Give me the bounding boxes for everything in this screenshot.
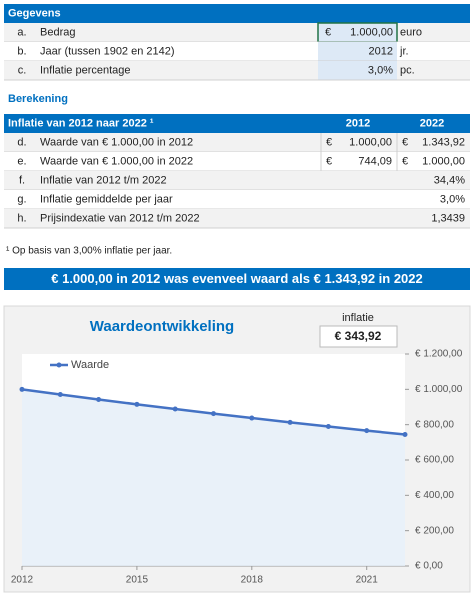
y-tick-label: € 0,00 <box>415 561 443 572</box>
currency: € <box>325 26 331 38</box>
point <box>249 415 255 421</box>
footnote: ¹ Op basis van 3,00% inflatie per jaar. <box>6 246 172 257</box>
row-letter: d. <box>17 136 26 148</box>
currency: € <box>326 136 332 148</box>
row-unit: pc. <box>400 64 415 76</box>
banner: € 1.000,00 in 2012 was evenveel waard al… <box>51 271 423 286</box>
row-letter: b. <box>17 45 26 57</box>
input-cell <box>318 61 397 80</box>
y-tick-label: € 600,00 <box>415 455 454 466</box>
point <box>172 406 178 412</box>
y-tick-label: € 800,00 <box>415 419 454 430</box>
legend-label: Waarde <box>71 359 109 371</box>
y-tick-label: € 1.200,00 <box>415 349 463 360</box>
y-tick-label: € 1.000,00 <box>415 384 463 395</box>
header-label: Inflatie van 2012 naar 2022 ¹ <box>8 117 154 129</box>
point <box>134 401 140 407</box>
row-bg <box>4 171 470 190</box>
y-tick-label: € 400,00 <box>415 490 454 501</box>
x-tick-label: 2015 <box>126 575 149 586</box>
input-cell <box>318 23 397 42</box>
value: 1.000,00 <box>349 136 392 148</box>
point <box>364 428 370 434</box>
inflatie-box <box>319 325 398 348</box>
row-label: Waarde van € 1.000,00 in 2012 <box>40 136 193 148</box>
header-year: 2012 <box>346 117 370 129</box>
row-bg <box>4 190 470 209</box>
section-title: Gegevens <box>8 7 61 19</box>
chart-title: Waardeontwikkeling <box>90 318 234 335</box>
row-value: 1.000,00 <box>350 26 393 38</box>
row-bg <box>4 152 470 171</box>
value: 744,09 <box>358 155 392 167</box>
currency: € <box>402 155 408 167</box>
input-cell <box>318 42 397 61</box>
point <box>96 396 102 402</box>
point <box>57 391 63 397</box>
point <box>211 411 216 417</box>
point <box>402 432 408 438</box>
section-title: Berekening <box>8 93 68 105</box>
row-letter: e. <box>17 155 26 167</box>
row-unit: jr. <box>399 45 409 57</box>
y-tick-label: € 200,00 <box>415 525 454 536</box>
table-header <box>4 114 470 133</box>
row-label: Prijsindexatie van 2012 t/m 2022 <box>40 212 200 224</box>
row-letter: h. <box>17 212 26 224</box>
value: 34,4% <box>434 174 465 186</box>
x-tick-label: 2021 <box>356 575 379 586</box>
inflatie-label: inflatie <box>342 312 374 324</box>
row-letter: c. <box>18 64 27 76</box>
row-bg <box>4 133 470 152</box>
value: 1.343,92 <box>422 136 465 148</box>
area <box>22 389 405 566</box>
row-letter: f. <box>19 174 25 186</box>
row-label: Jaar (tussen 1902 en 2142) <box>40 45 175 57</box>
row-label: Inflatie percentage <box>40 64 131 76</box>
currency: € <box>402 136 408 148</box>
inflatie-value: € 343,92 <box>335 329 382 343</box>
row-label: Inflatie gemiddelde per jaar <box>40 193 173 205</box>
row-value: 3,0% <box>368 64 393 76</box>
point <box>325 424 331 430</box>
banner-bg <box>4 268 470 290</box>
x-tick-label: 2018 <box>241 575 264 586</box>
legend-marker <box>56 362 62 368</box>
row-value: 2012 <box>369 45 393 57</box>
section-header <box>4 4 470 23</box>
row-label: Bedrag <box>40 26 75 38</box>
row-bg <box>4 209 470 228</box>
point <box>19 386 25 392</box>
point <box>287 419 293 425</box>
value: 1,3439 <box>431 212 465 224</box>
row-label: Waarde van € 1.000,00 in 2022 <box>40 155 193 167</box>
row-letter: a. <box>17 26 26 38</box>
row-label: Inflatie van 2012 t/m 2022 <box>40 174 167 186</box>
x-tick-label: 2012 <box>11 575 34 586</box>
header-year: 2022 <box>420 117 444 129</box>
row-unit: euro <box>400 26 422 38</box>
value: 1.000,00 <box>422 155 465 167</box>
currency: € <box>326 155 332 167</box>
row-letter: g. <box>17 193 26 205</box>
value: 3,0% <box>440 193 465 205</box>
